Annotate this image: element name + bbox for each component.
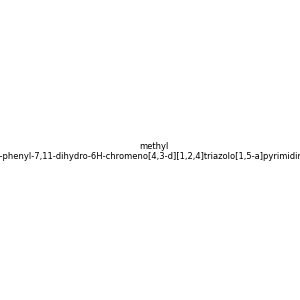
Text: methyl 4-(2-methyl-7-phenyl-7,11-dihydro-6H-chromeno[4,3-d][1,2,4]triazolo[1,5-a: methyl 4-(2-methyl-7-phenyl-7,11-dihydro…: [0, 142, 300, 161]
